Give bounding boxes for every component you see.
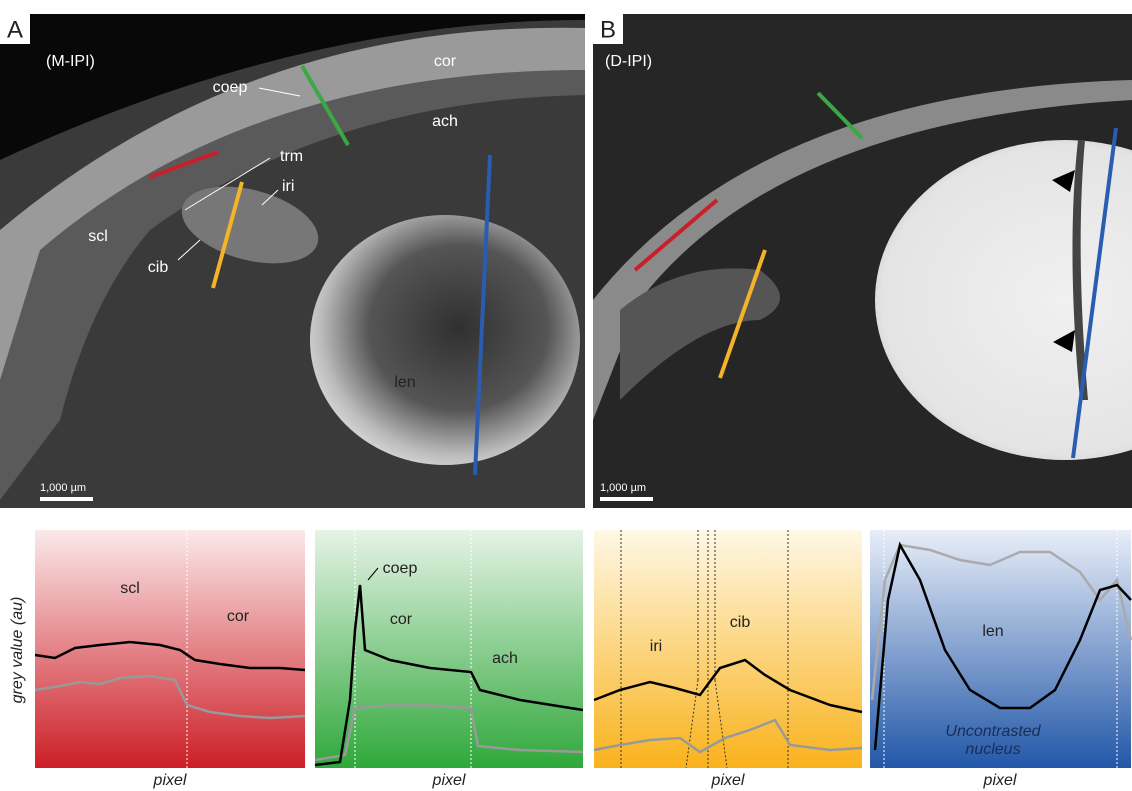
label: scl (88, 228, 108, 245)
panel-mode: (M-IPI) (46, 53, 95, 70)
label: cor (434, 53, 457, 70)
x-axis-label: pixel (711, 772, 745, 789)
image-b (593, 14, 1132, 508)
profile-yellow (594, 530, 862, 768)
profile-label: len (982, 623, 1003, 640)
profile-label: scl (120, 580, 140, 597)
scale-bar-label: 1,000 µm (40, 482, 86, 494)
profile-label: ach (492, 650, 518, 667)
profile-label: cor (227, 608, 250, 625)
panel-letter: B (600, 16, 616, 43)
profile-label: coep (383, 560, 418, 577)
x-axis-label: pixel (983, 772, 1017, 789)
figure: A (M-IPI) cor coep ach trm iri scl cib l… (0, 0, 1132, 791)
label: len (394, 374, 415, 391)
profile-red (35, 530, 305, 768)
scale-bar-label: 1,000 µm (600, 482, 646, 494)
panel-letter: A (7, 16, 23, 43)
y-axis-label: grey value (au) (9, 597, 26, 704)
label: cib (148, 259, 169, 276)
profile-green (315, 530, 583, 768)
profile-label: nucleus (965, 741, 1020, 758)
profile-label: Uncontrasted (945, 723, 1041, 740)
x-axis-label: pixel (432, 772, 466, 789)
profile-label: iri (650, 638, 662, 655)
image-a (0, 14, 585, 508)
panel-mode: (D-IPI) (605, 53, 652, 70)
label: iri (282, 178, 294, 195)
label: trm (280, 148, 303, 165)
x-axis-label: pixel (153, 772, 187, 789)
label: coep (213, 79, 248, 96)
profile-label: cib (730, 614, 751, 631)
profile-label: cor (390, 611, 413, 628)
label: ach (432, 113, 458, 130)
